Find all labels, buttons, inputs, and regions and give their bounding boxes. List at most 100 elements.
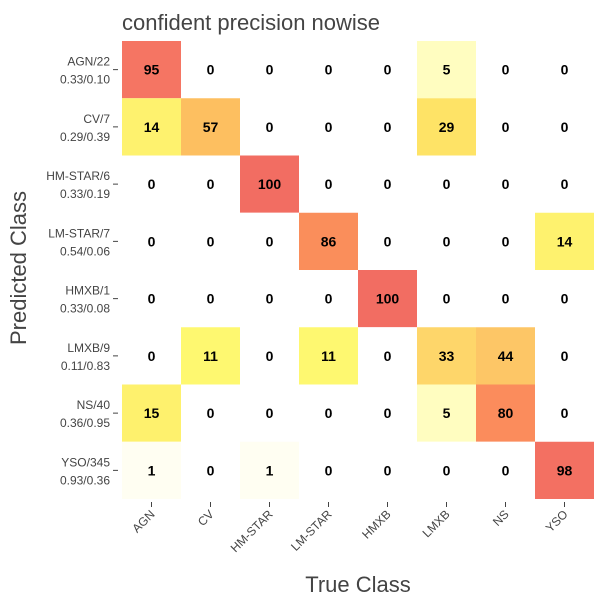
cell-value-label: 57 bbox=[203, 119, 219, 135]
row-sublabel: 0.93/0.36 bbox=[60, 473, 110, 487]
column-label: AGN bbox=[129, 507, 157, 535]
heatmap-cell bbox=[240, 441, 299, 499]
heatmap-cell bbox=[358, 270, 417, 328]
heatmap-cell bbox=[476, 441, 535, 499]
column-label: LMXB bbox=[420, 507, 453, 540]
cell-value-label: 0 bbox=[325, 62, 333, 78]
cell-value-label: 100 bbox=[376, 291, 400, 307]
heatmap-cell bbox=[299, 41, 358, 99]
cell-value-label: 0 bbox=[502, 176, 510, 192]
column-label: YSO bbox=[543, 507, 571, 535]
row-label: AGN/22 bbox=[67, 55, 110, 69]
cell-value-label: 0 bbox=[384, 405, 392, 421]
cell-value-label: 0 bbox=[207, 233, 215, 249]
cell-value-label: 1 bbox=[148, 462, 156, 478]
cell-value-label: 0 bbox=[266, 405, 274, 421]
heatmap-cell bbox=[240, 98, 299, 156]
cell-value-label: 29 bbox=[439, 119, 455, 135]
heatmap-cell bbox=[358, 212, 417, 270]
heatmap-cell bbox=[358, 41, 417, 99]
column-labels: AGN CV HM-STAR LM-STAR HMXB LMXB NS YSO bbox=[129, 502, 571, 555]
cell-value-label: 0 bbox=[266, 291, 274, 307]
cell-value-label: 5 bbox=[443, 62, 451, 78]
cell-value-label: 0 bbox=[443, 462, 451, 478]
cell-value-label: 0 bbox=[502, 119, 510, 135]
row-sublabel: 0.33/0.10 bbox=[60, 73, 110, 87]
column-label: CV bbox=[195, 507, 217, 529]
heatmap-cell bbox=[417, 98, 476, 156]
cell-value-label: 0 bbox=[325, 119, 333, 135]
heatmap-cell bbox=[299, 327, 358, 385]
heatmap-cell bbox=[122, 270, 181, 328]
row-label: CV/7 bbox=[83, 112, 110, 126]
cell-value-label: 0 bbox=[384, 119, 392, 135]
heatmap-cell bbox=[476, 98, 535, 156]
heatmap-cell bbox=[240, 270, 299, 328]
cell-value-label: 0 bbox=[207, 291, 215, 307]
heatmap-cell bbox=[417, 327, 476, 385]
heatmap-cell bbox=[358, 98, 417, 156]
cell-value-label: 0 bbox=[207, 405, 215, 421]
cell-value-label: 0 bbox=[266, 62, 274, 78]
cell-value-label: 0 bbox=[561, 119, 569, 135]
heatmap-cell bbox=[122, 441, 181, 499]
heatmap-cell bbox=[299, 441, 358, 499]
cell-value-label: 0 bbox=[561, 405, 569, 421]
y-axis-title: Predicted Class bbox=[6, 191, 31, 345]
cell-value-label: 0 bbox=[325, 405, 333, 421]
x-axis-title: True Class bbox=[305, 572, 411, 597]
row-labels: AGN/22 0.33/0.10 CV/7 0.29/0.39 HM-STAR/6 0.3… bbox=[46, 55, 118, 487]
cell-value-label: 0 bbox=[384, 176, 392, 192]
chart-title: confident precision nowise bbox=[122, 10, 380, 35]
cell-value-label: 0 bbox=[502, 233, 510, 249]
heatmap-cell bbox=[240, 212, 299, 270]
cell-value-label: 0 bbox=[325, 291, 333, 307]
heatmap-cell bbox=[122, 384, 181, 442]
cell-value-label: 80 bbox=[498, 405, 514, 421]
heatmap-cell bbox=[122, 98, 181, 156]
heatmap-cell bbox=[358, 441, 417, 499]
heatmap-cell bbox=[535, 155, 594, 213]
cell-value-label: 0 bbox=[148, 233, 156, 249]
heatmap-cell bbox=[417, 155, 476, 213]
column-label: LM-STAR bbox=[288, 507, 335, 554]
heatmap-cell bbox=[299, 98, 358, 156]
heatmap-cell bbox=[122, 41, 181, 99]
cell-value-label: 15 bbox=[144, 405, 160, 421]
cell-value-label: 0 bbox=[384, 348, 392, 364]
heatmap-cell bbox=[358, 155, 417, 213]
heatmap-cell bbox=[476, 155, 535, 213]
heatmap-cell bbox=[535, 98, 594, 156]
column-label: HMXB bbox=[359, 507, 393, 541]
heatmap-cell bbox=[535, 212, 594, 270]
row-label: YSO/345 bbox=[61, 455, 110, 469]
cell-value-label: 0 bbox=[443, 176, 451, 192]
heatmap-cell bbox=[535, 270, 594, 328]
cell-value-label: 0 bbox=[384, 462, 392, 478]
heatmap-cell bbox=[535, 327, 594, 385]
heatmap-cell bbox=[417, 441, 476, 499]
heatmap-cell bbox=[181, 41, 240, 99]
cell-value-label: 95 bbox=[144, 62, 160, 78]
heatmap-cell bbox=[476, 212, 535, 270]
heatmap-cells: 95 0 0 0 0 5 0 014 57 0 0 0 29 0 00 0 100 0 0 0 0 00 0 0 86 0 0 0 14… bbox=[122, 41, 594, 499]
heatmap-cell bbox=[358, 327, 417, 385]
cell-value-label: 0 bbox=[266, 348, 274, 364]
cell-value-label: 0 bbox=[266, 233, 274, 249]
cell-value-label: 0 bbox=[561, 291, 569, 307]
heatmap-cell bbox=[535, 41, 594, 99]
cell-value-label: 0 bbox=[502, 62, 510, 78]
cell-value-label: 0 bbox=[325, 176, 333, 192]
cell-value-label: 0 bbox=[148, 348, 156, 364]
cell-value-label: 0 bbox=[502, 462, 510, 478]
cell-value-label: 0 bbox=[443, 233, 451, 249]
heatmap-cell bbox=[181, 327, 240, 385]
heatmap-cell bbox=[181, 270, 240, 328]
cell-value-label: 0 bbox=[502, 291, 510, 307]
cell-value-label: 0 bbox=[561, 348, 569, 364]
row-label: HM-STAR/6 bbox=[46, 169, 110, 183]
cell-value-label: 0 bbox=[207, 462, 215, 478]
cell-value-label: 5 bbox=[443, 405, 451, 421]
heatmap-cell bbox=[476, 270, 535, 328]
